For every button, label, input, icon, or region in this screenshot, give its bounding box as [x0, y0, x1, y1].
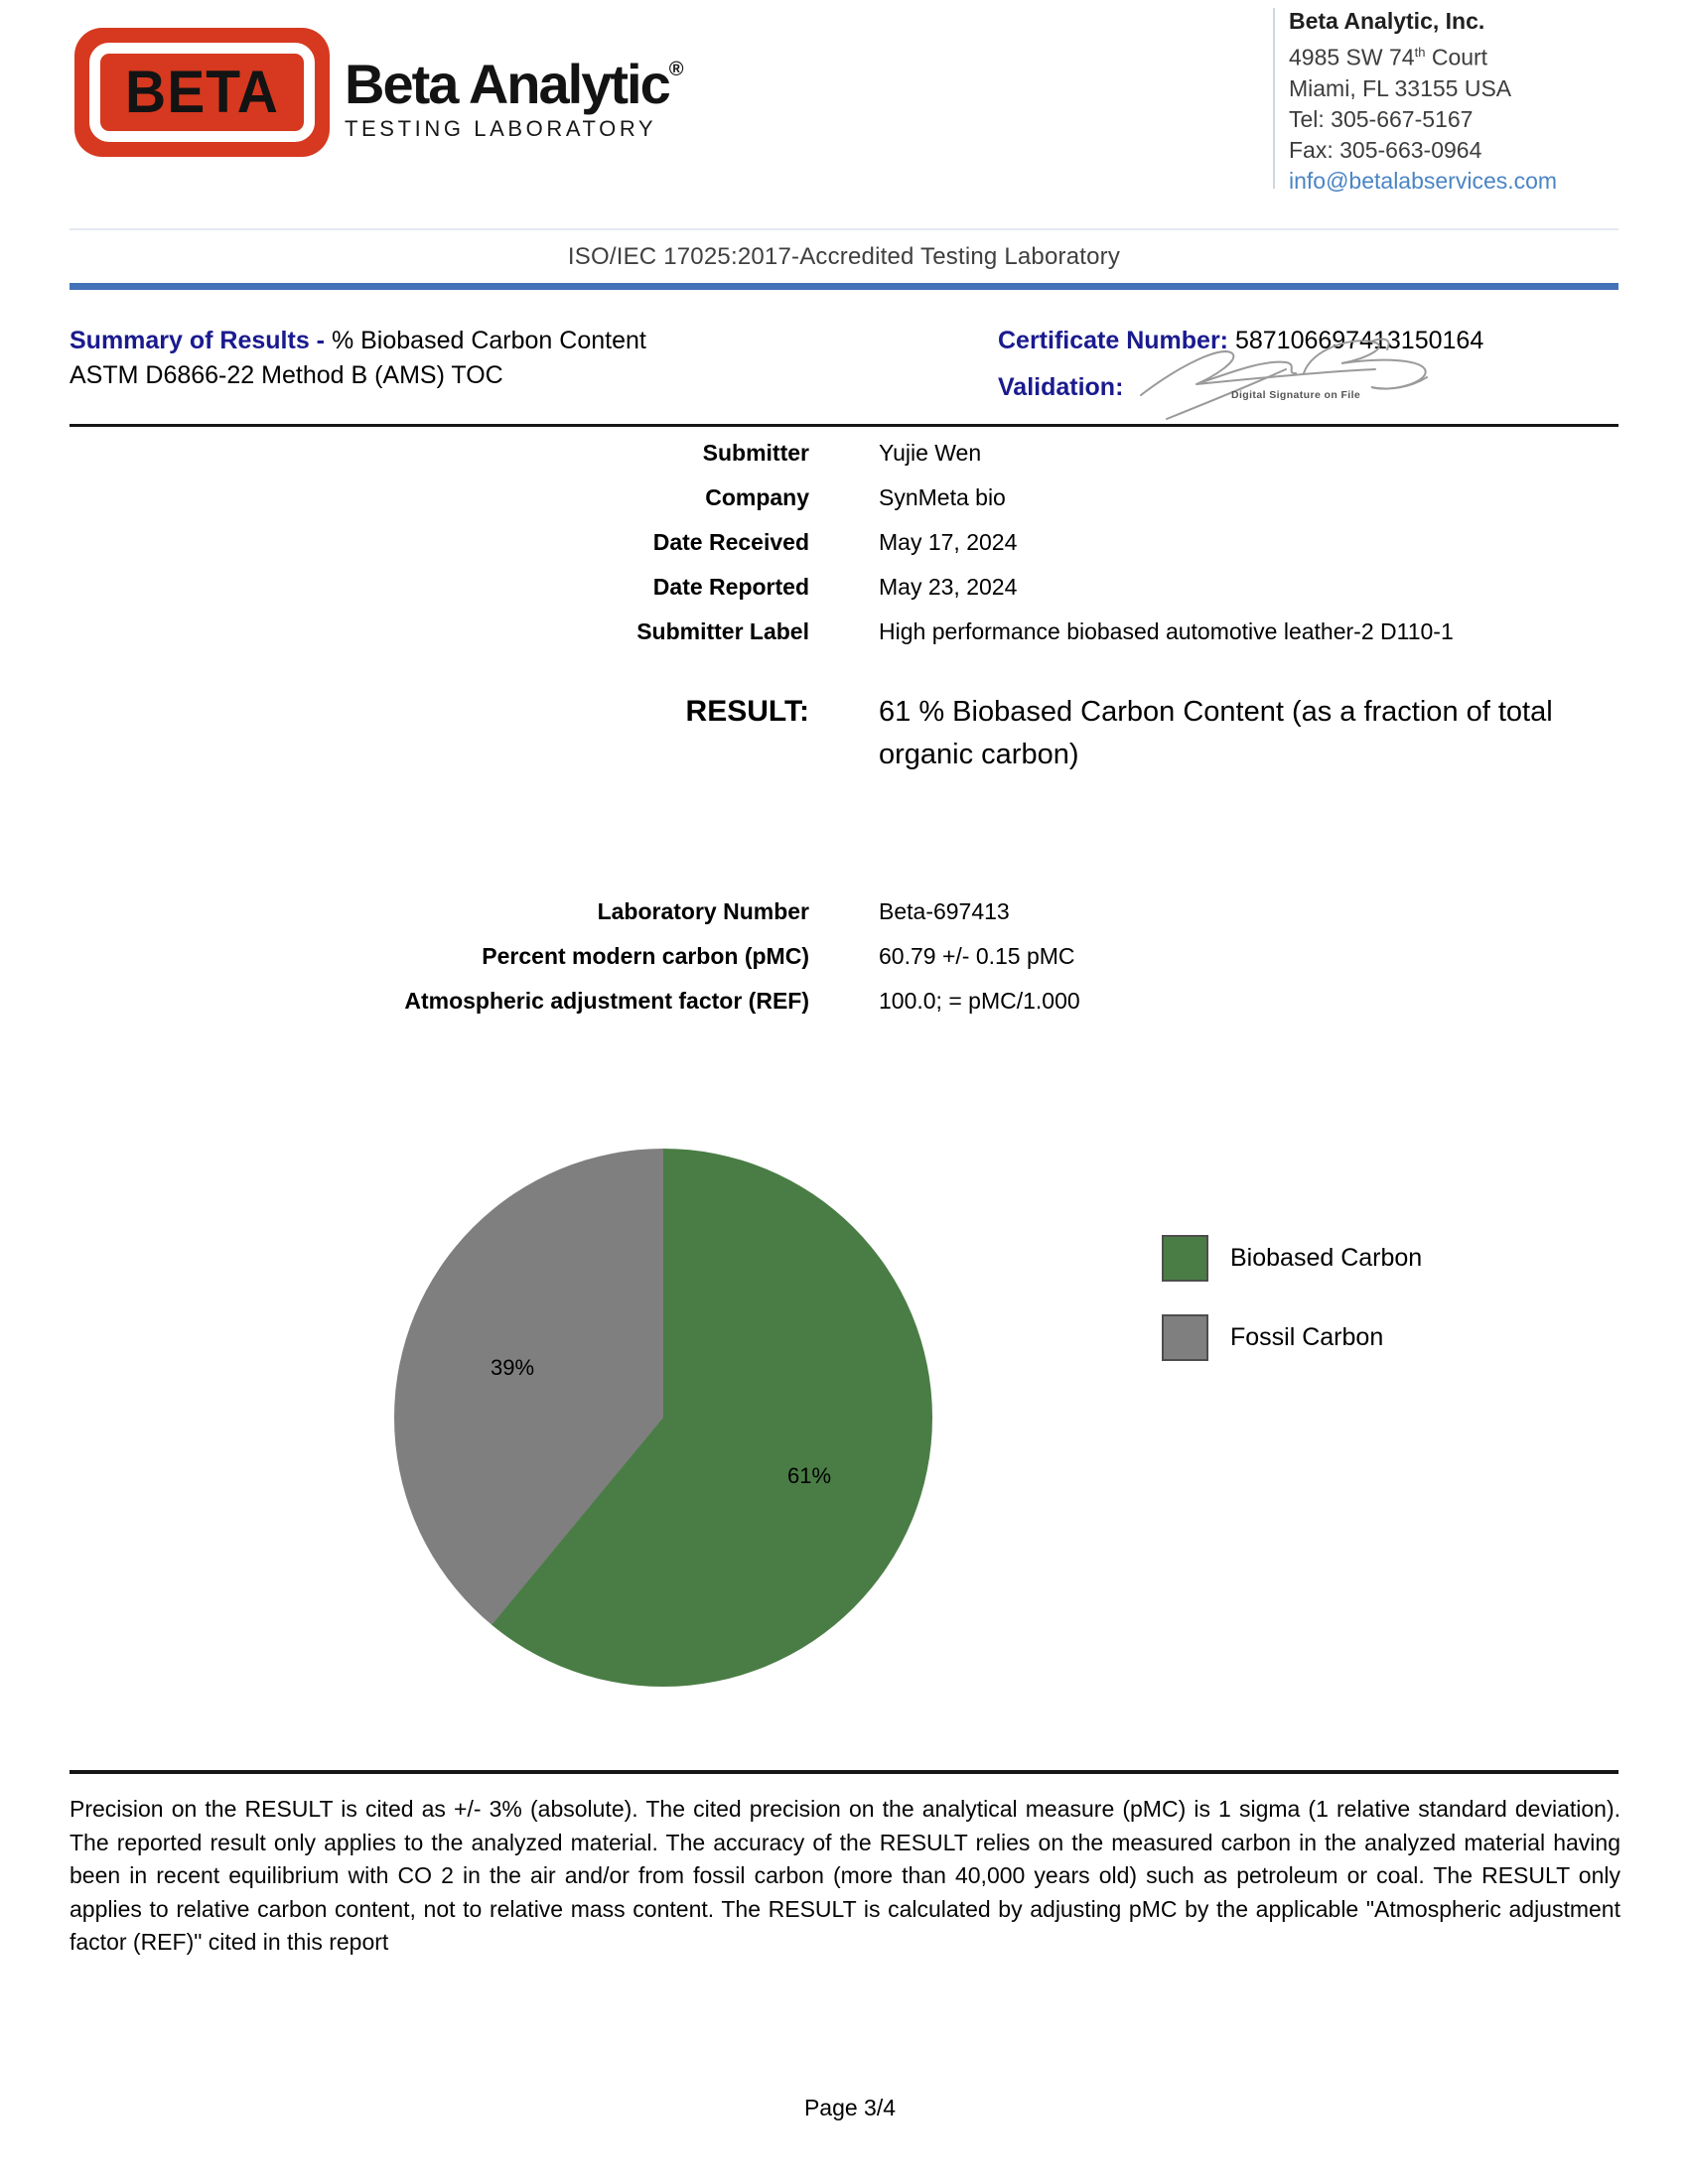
- address-fax: Fax: 305-663-0964: [1289, 136, 1482, 163]
- pie-chart-area: 61% 39%: [394, 1149, 932, 1687]
- field-row-lab-number: Laboratory Number Beta-697413: [0, 896, 1688, 941]
- result-value: 61 % Biobased Carbon Content (as a fract…: [879, 696, 1553, 770]
- address-street-name: Court: [1425, 44, 1488, 70]
- pie-chart: [394, 1149, 932, 1687]
- field-label: Date Reported: [652, 574, 809, 600]
- field-label: Atmospheric adjustment factor (REF): [404, 988, 809, 1014]
- field-row-submitter: Submitter Yujie Wen: [0, 438, 1688, 482]
- legend-item-biobased: Biobased Carbon: [1162, 1234, 1422, 1282]
- chart-legend: Biobased Carbon Fossil Carbon: [1162, 1234, 1422, 1393]
- field-value: 100.0; = pMC/1.000: [879, 988, 1080, 1014]
- field-value: Yujie Wen: [879, 440, 982, 466]
- address-tel: Tel: 305-667-5167: [1289, 105, 1474, 132]
- field-value: High performance biobased automotive lea…: [879, 618, 1454, 644]
- address-company: Beta Analytic, Inc.: [1289, 8, 1485, 34]
- field-value: SynMeta bio: [879, 484, 1006, 510]
- company-address-block: Beta Analytic, Inc. 4985 SW 74th Court M…: [1289, 6, 1557, 197]
- page-number: Page 3/4: [803, 2095, 897, 2120]
- summary-method: ASTM D6866-22 Method B (AMS) TOC: [70, 361, 503, 389]
- field-label: Laboratory Number: [597, 898, 809, 924]
- brand-tagline: TESTING LABORATORY: [345, 116, 657, 141]
- certificate-label: Certificate Number:: [998, 327, 1235, 354]
- pie-slice-label-biobased: 61%: [786, 1463, 832, 1488]
- field-row-pmc: Percent modern carbon (pMC) 60.79 +/- 0.…: [0, 941, 1688, 986]
- accreditation-banner: ISO/IEC 17025:2017-Accredited Testing La…: [70, 228, 1618, 290]
- beta-logo-badge: BETA: [74, 28, 330, 157]
- email-link[interactable]: info@betalabservices.com: [1289, 167, 1558, 194]
- result-label: RESULT:: [685, 695, 809, 728]
- field-value: May 23, 2024: [879, 574, 1018, 600]
- field-value: May 17, 2024: [879, 529, 1018, 555]
- signature-scribble: [1140, 338, 1428, 420]
- validation-label: Validation:: [998, 373, 1124, 401]
- legend-swatch-biobased: [1162, 1234, 1208, 1282]
- summary-block: Summary of Results - % Biobased Carbon C…: [70, 324, 646, 393]
- signature-caption: Digital Signature on File: [1231, 389, 1361, 401]
- field-label: Percent modern carbon (pMC): [482, 943, 809, 969]
- address-city: Miami, FL 33155 USA: [1289, 74, 1512, 101]
- accreditation-text: ISO/IEC 17025:2017-Accredited Testing La…: [567, 243, 1121, 270]
- field-label: Date Received: [652, 529, 809, 555]
- brand-wordmark: Beta Analytic® TESTING LABORATORY: [345, 40, 683, 142]
- field-row-company: Company SynMeta bio: [0, 482, 1688, 527]
- brand-name: Beta Analytic®: [345, 40, 683, 114]
- analysis-fields: Laboratory Number Beta-697413 Percent mo…: [0, 896, 1688, 1030]
- beta-logo-text: BETA: [125, 59, 279, 126]
- field-row-submitter-label: Submitter Label High performance biobase…: [0, 616, 1688, 661]
- address-street-ordinal: th: [1414, 45, 1426, 60]
- registered-mark: ®: [668, 59, 684, 80]
- address-street: 4985 SW 74th Court: [1289, 37, 1557, 73]
- beta-logo-ring: BETA: [89, 43, 315, 142]
- field-label: Submitter: [702, 440, 809, 466]
- legend-swatch-fossil: [1162, 1313, 1208, 1361]
- field-label: Company: [705, 484, 809, 510]
- address-street-number: 4985 SW 74: [1289, 44, 1415, 70]
- result-block: RESULT: 61 % Biobased Carbon Content (as…: [0, 691, 1688, 776]
- field-row-date-reported: Date Reported May 23, 2024: [0, 572, 1688, 616]
- summary-title-rest: % Biobased Carbon Content: [331, 327, 646, 354]
- pie-slice-label-fossil: 39%: [490, 1355, 535, 1380]
- legend-label-fossil: Fossil Carbon: [1230, 1322, 1384, 1351]
- field-row-ref: Atmospheric adjustment factor (REF) 100.…: [0, 986, 1688, 1030]
- field-row-date-received: Date Received May 17, 2024: [0, 527, 1688, 572]
- summary-title-line: Summary of Results - % Biobased Carbon C…: [70, 324, 646, 358]
- summary-title-label: Summary of Results -: [70, 327, 332, 354]
- disclaimer-paragraph: Precision on the RESULT is cited as +/- …: [70, 1796, 1620, 1955]
- field-label: Submitter Label: [636, 618, 809, 644]
- divider-rule-bottom: [70, 1770, 1618, 1774]
- brand-name-text: Beta Analytic: [345, 53, 671, 115]
- legend-label-biobased: Biobased Carbon: [1230, 1243, 1423, 1272]
- address-divider: [1273, 8, 1275, 189]
- field-value: 60.79 +/- 0.15 pMC: [879, 943, 1075, 969]
- field-value: Beta-697413: [879, 898, 1010, 924]
- sample-fields: Submitter Yujie Wen Company SynMeta bio …: [0, 438, 1688, 661]
- divider-rule-top: [70, 424, 1618, 427]
- legend-item-fossil: Fossil Carbon: [1162, 1313, 1422, 1361]
- validation-signature: Digital Signature on File: [1137, 330, 1445, 421]
